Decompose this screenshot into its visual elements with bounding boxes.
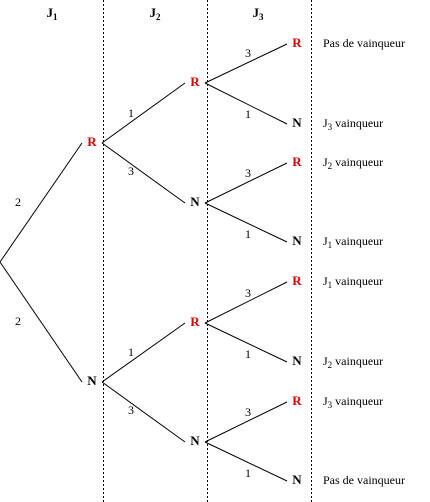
branch <box>101 381 186 443</box>
node-label: R <box>292 154 302 169</box>
branch-weight: 3 <box>245 46 251 60</box>
branch <box>101 82 186 144</box>
branch <box>204 322 288 363</box>
outcome-text: vainqueur <box>332 116 383 130</box>
outcome-text: vainqueur <box>332 274 383 288</box>
branch <box>0 142 83 263</box>
node-label: R <box>292 273 302 288</box>
outcome: J1 vainqueur <box>323 234 383 250</box>
branch <box>101 322 186 383</box>
branch-weight: 1 <box>245 227 251 241</box>
node-label: R <box>292 35 302 50</box>
outcome: J3 vainqueur <box>323 116 383 132</box>
branch-weight: 3 <box>245 286 251 300</box>
outcome: J3 vainqueur <box>323 394 383 410</box>
branch-weight: 1 <box>128 345 134 359</box>
outcome-prefix: J <box>323 274 328 288</box>
outcome-prefix: J <box>323 354 328 368</box>
branch-weight: 3 <box>245 405 251 419</box>
outcome-prefix: J <box>323 116 328 130</box>
outcome-text: Pas de vainqueur <box>323 36 405 50</box>
outcome-text: vainqueur <box>332 234 383 248</box>
branch <box>204 441 288 482</box>
outcome-prefix: J <box>323 234 328 248</box>
outcome-sub: 1 <box>328 280 333 290</box>
branch-weight: 3 <box>128 403 134 417</box>
branch <box>204 281 288 324</box>
branch-weight: 3 <box>128 164 134 178</box>
branch-weight: 1 <box>128 106 134 120</box>
header-sub: 1 <box>53 12 58 22</box>
node-label: N <box>190 194 200 209</box>
column-header: J1 <box>47 5 59 22</box>
branch <box>101 142 186 204</box>
branch <box>204 82 288 125</box>
outcome-sub: 3 <box>328 122 333 132</box>
outcome-sub: 3 <box>328 400 333 410</box>
branch <box>204 202 288 243</box>
outcome-prefix: J <box>323 155 328 169</box>
outcome: Pas de vainqueur <box>323 473 405 487</box>
column-separators <box>103 0 312 502</box>
branch <box>204 401 288 443</box>
branch-weight: 3 <box>245 166 251 180</box>
branch-weight: 2 <box>15 195 21 209</box>
branch-weight: 1 <box>245 347 251 361</box>
branch <box>0 261 83 383</box>
outcome-prefix: J <box>323 394 328 408</box>
node-label: N <box>292 472 302 487</box>
header-sub: 2 <box>156 12 161 22</box>
node-label: R <box>87 134 97 149</box>
outcome: Pas de vainqueur <box>323 36 405 50</box>
node-label: R <box>190 314 200 329</box>
node-label: N <box>190 433 200 448</box>
outcome-text: vainqueur <box>332 155 383 169</box>
outcome-sub: 2 <box>328 360 333 370</box>
branch-weight: 2 <box>15 314 21 328</box>
outcome: J2 vainqueur <box>323 354 383 370</box>
header-sub: 3 <box>259 12 264 22</box>
header-letter: J <box>150 5 157 20</box>
branch-weight: 1 <box>245 107 251 121</box>
column-header: J3 <box>253 5 265 22</box>
outcome-sub: 1 <box>328 240 333 250</box>
outcome-text: Pas de vainqueur <box>323 473 405 487</box>
node-label: R <box>292 393 302 408</box>
outcome-text: vainqueur <box>332 354 383 368</box>
header-letter: J <box>47 5 54 20</box>
node-label: N <box>292 233 302 248</box>
outcome-text: vainqueur <box>332 394 383 408</box>
node-label: R <box>190 74 200 89</box>
node-label: N <box>87 373 97 388</box>
branch <box>204 162 288 204</box>
outcome-sub: 2 <box>328 161 333 171</box>
branch-weight: 1 <box>245 466 251 480</box>
node-label: N <box>292 115 302 130</box>
column-header: J2 <box>150 5 162 22</box>
header-letter: J <box>253 5 260 20</box>
outcome: J1 vainqueur <box>323 274 383 290</box>
outcome: J2 vainqueur <box>323 155 383 171</box>
node-label: N <box>292 353 302 368</box>
branch <box>204 43 288 84</box>
